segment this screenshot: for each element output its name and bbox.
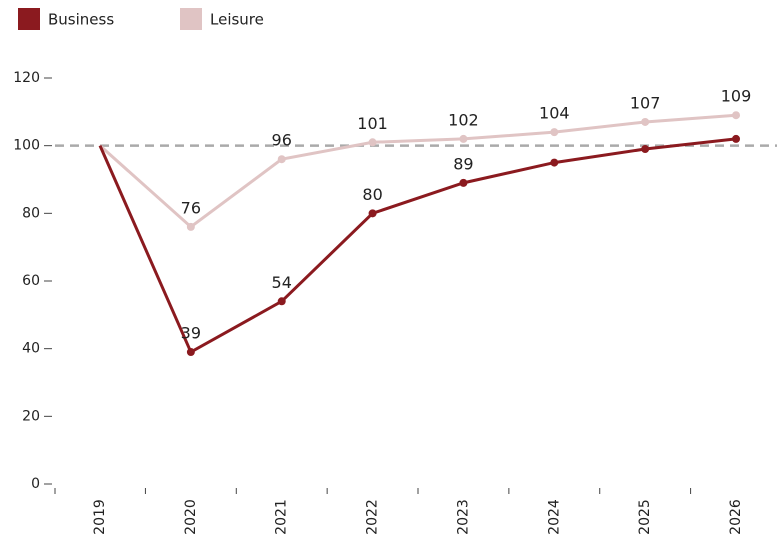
- legend-swatch: [18, 8, 40, 30]
- data-label: 102: [448, 110, 479, 129]
- data-label: 80: [362, 185, 382, 204]
- x-tick-label: 2019: [92, 499, 108, 535]
- data-point: [459, 178, 468, 187]
- data-label: 109: [721, 87, 752, 106]
- data-label: 89: [453, 154, 473, 173]
- data-label: 107: [630, 93, 661, 112]
- data-point: [368, 138, 377, 147]
- data-point: [459, 134, 468, 143]
- data-point: [277, 297, 286, 306]
- y-tick-label: 20: [22, 408, 40, 424]
- y-tick-label: 40: [22, 341, 40, 357]
- y-tick-label: 80: [22, 205, 40, 221]
- data-point: [550, 128, 559, 137]
- data-point: [732, 134, 741, 143]
- x-tick-label: 2021: [274, 499, 290, 535]
- data-label: 101: [357, 114, 388, 133]
- data-label: 96: [272, 131, 292, 150]
- x-tick-label: 2025: [637, 499, 653, 535]
- legend-label: Business: [48, 11, 114, 29]
- x-tick-label: 2022: [365, 499, 381, 535]
- series-line: [99, 113, 737, 229]
- x-tick-label: 2024: [546, 499, 562, 535]
- data-point: [186, 348, 195, 357]
- y-tick-label: 120: [13, 70, 40, 86]
- series-line: [98, 137, 737, 355]
- x-tick-label: 2020: [183, 499, 199, 535]
- legend-swatch: [180, 8, 202, 30]
- data-point: [550, 158, 559, 167]
- data-label: 39: [181, 324, 201, 343]
- legend-label: Leisure: [210, 11, 264, 29]
- data-point: [732, 111, 741, 120]
- x-tick-label: 2026: [728, 499, 744, 535]
- data-point: [277, 155, 286, 164]
- data-label: 76: [181, 198, 201, 217]
- y-tick-label: 60: [22, 273, 40, 289]
- data-point: [641, 117, 650, 126]
- data-point: [186, 222, 195, 231]
- y-tick-label: 100: [13, 138, 40, 154]
- x-tick-label: 2023: [455, 499, 471, 535]
- data-label: 104: [539, 104, 570, 123]
- y-tick-label: 0: [31, 476, 40, 492]
- data-point: [641, 145, 650, 154]
- data-point: [368, 209, 377, 218]
- data-label: 54: [272, 273, 292, 292]
